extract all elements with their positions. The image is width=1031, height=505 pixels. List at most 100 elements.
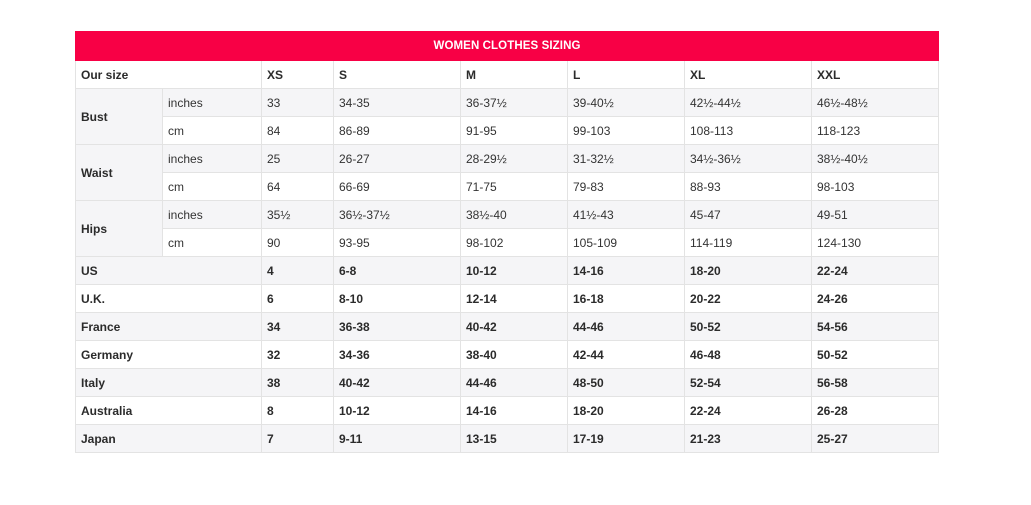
size-header-cell: S — [333, 60, 461, 89]
table-cell: 26-27 — [333, 144, 461, 173]
table-cell: 34½-36½ — [684, 144, 812, 173]
table-cell: 71-75 — [460, 172, 568, 201]
country-row-japan: Japan 7 9-11 13-15 17-19 21-23 25-27 — [75, 424, 940, 453]
unit-label: inches — [162, 200, 262, 229]
table-cell: 7 — [261, 424, 334, 453]
country-name: Italy — [75, 368, 262, 397]
measurement-name: Hips — [75, 200, 163, 257]
country-row-australia: Australia 8 10-12 14-16 18-20 22-24 26-2… — [75, 396, 940, 425]
table-cell: 22-24 — [810, 256, 940, 285]
country-name: Japan — [75, 424, 262, 453]
table-cell: 32 — [261, 340, 334, 369]
country-row-italy: Italy 38 40-42 44-46 48-50 52-54 56-58 — [75, 368, 940, 397]
table-cell: 91-95 — [460, 116, 568, 145]
size-header-cell: L — [567, 60, 685, 89]
women-size-chart-table: WOMEN CLOTHES SIZING Our size XS S M L X… — [74, 31, 940, 453]
table-cell: 22-24 — [684, 396, 812, 425]
table-cell: 31-32½ — [567, 144, 685, 173]
table-cell: 36-38 — [333, 312, 461, 341]
table-cell: 25-27 — [810, 424, 940, 453]
table-cell: 35½ — [261, 200, 334, 229]
table-cell: 36-37½ — [460, 88, 568, 117]
table-cell: 46-48 — [684, 340, 812, 369]
country-name: U.K. — [75, 284, 262, 313]
table-cell: 10-12 — [460, 256, 568, 285]
unit-label: inches — [162, 144, 262, 173]
table-cell: 50-52 — [684, 312, 812, 341]
waist-inches-row: Waist inches 25 26-27 28-29½ 31-32½ 34½-… — [75, 144, 940, 201]
table-cell: 124-130 — [810, 228, 940, 257]
size-header-cell: XS — [261, 60, 334, 89]
country-row-uk: U.K. 6 8-10 12-14 16-18 20-22 24-26 — [75, 284, 940, 313]
unit-label: cm — [162, 228, 262, 257]
table-cell: 18-20 — [684, 256, 812, 285]
country-name: France — [75, 312, 262, 341]
table-cell: 98-102 — [460, 228, 568, 257]
table-cell: 38 — [261, 368, 334, 397]
size-header-cell: XXL — [810, 60, 940, 89]
size-header-row: Our size XS S M L XL XXL — [75, 60, 940, 89]
table-cell: 48-50 — [567, 368, 685, 397]
country-name: Australia — [75, 396, 262, 425]
table-cell: 13-15 — [460, 424, 568, 453]
table-cell: 93-95 — [333, 228, 461, 257]
unit-label: cm — [162, 172, 262, 201]
country-name: Germany — [75, 340, 262, 369]
table-cell: 41½-43 — [567, 200, 685, 229]
measurement-name: Waist — [75, 144, 163, 201]
table-cell: 40-42 — [333, 368, 461, 397]
table-cell: 17-19 — [567, 424, 685, 453]
table-cell: 86-89 — [333, 116, 461, 145]
table-cell: 88-93 — [684, 172, 812, 201]
table-cell: 34-35 — [333, 88, 461, 117]
table-title: WOMEN CLOTHES SIZING — [74, 31, 940, 61]
our-size-label: Our size — [75, 60, 262, 89]
table-cell: 42-44 — [567, 340, 685, 369]
table-cell: 44-46 — [567, 312, 685, 341]
table-cell: 90 — [261, 228, 334, 257]
table-cell: 99-103 — [567, 116, 685, 145]
table-cell: 79-83 — [567, 172, 685, 201]
table-cell: 38-40 — [460, 340, 568, 369]
table-cell: 54-56 — [810, 312, 940, 341]
table-cell: 18-20 — [567, 396, 685, 425]
table-cell: 34 — [261, 312, 334, 341]
table-cell: 6 — [261, 284, 334, 313]
table-cell: 38½-40 — [460, 200, 568, 229]
table-cell: 8-10 — [333, 284, 461, 313]
country-name: US — [75, 256, 262, 285]
table-cell: 84 — [261, 116, 334, 145]
table-cell: 114-119 — [684, 228, 812, 257]
unit-label: inches — [162, 88, 262, 117]
table-cell: 36½-37½ — [333, 200, 461, 229]
table-cell: 21-23 — [684, 424, 812, 453]
table-cell: 46½-48½ — [810, 88, 940, 117]
country-row-germany: Germany 32 34-36 38-40 42-44 46-48 50-52 — [75, 340, 940, 369]
table-cell: 20-22 — [684, 284, 812, 313]
table-cell: 10-12 — [333, 396, 461, 425]
table-cell: 25 — [261, 144, 334, 173]
table-cell: 44-46 — [460, 368, 568, 397]
hips-inches-row: Hips inches 35½ 36½-37½ 38½-40 41½-43 45… — [75, 200, 940, 257]
country-row-us: US 4 6-8 10-12 14-16 18-20 22-24 — [75, 256, 940, 285]
table-cell: 38½-40½ — [810, 144, 940, 173]
country-row-france: France 34 36-38 40-42 44-46 50-52 54-56 — [75, 312, 940, 341]
table-cell: 98-103 — [810, 172, 940, 201]
measurement-name: Bust — [75, 88, 163, 145]
table-cell: 14-16 — [567, 256, 685, 285]
table-cell: 40-42 — [460, 312, 568, 341]
unit-label: cm — [162, 116, 262, 145]
table-cell: 9-11 — [333, 424, 461, 453]
table-cell: 26-28 — [810, 396, 940, 425]
table-cell: 118-123 — [810, 116, 940, 145]
bust-inches-row: Bust inches 33 34-35 36-37½ 39-40½ 42½-4… — [75, 88, 940, 145]
table-cell: 52-54 — [684, 368, 812, 397]
table-cell: 45-47 — [684, 200, 812, 229]
table-cell: 105-109 — [567, 228, 685, 257]
table-cell: 28-29½ — [460, 144, 568, 173]
hips-cm-row: cm 90 93-95 98-102 105-109 114-119 124-1… — [76, 228, 940, 257]
table-cell: 66-69 — [333, 172, 461, 201]
table-cell: 64 — [261, 172, 334, 201]
bust-cm-row: cm 84 86-89 91-95 99-103 108-113 118-123 — [76, 116, 940, 145]
table-cell: 42½-44½ — [684, 88, 812, 117]
